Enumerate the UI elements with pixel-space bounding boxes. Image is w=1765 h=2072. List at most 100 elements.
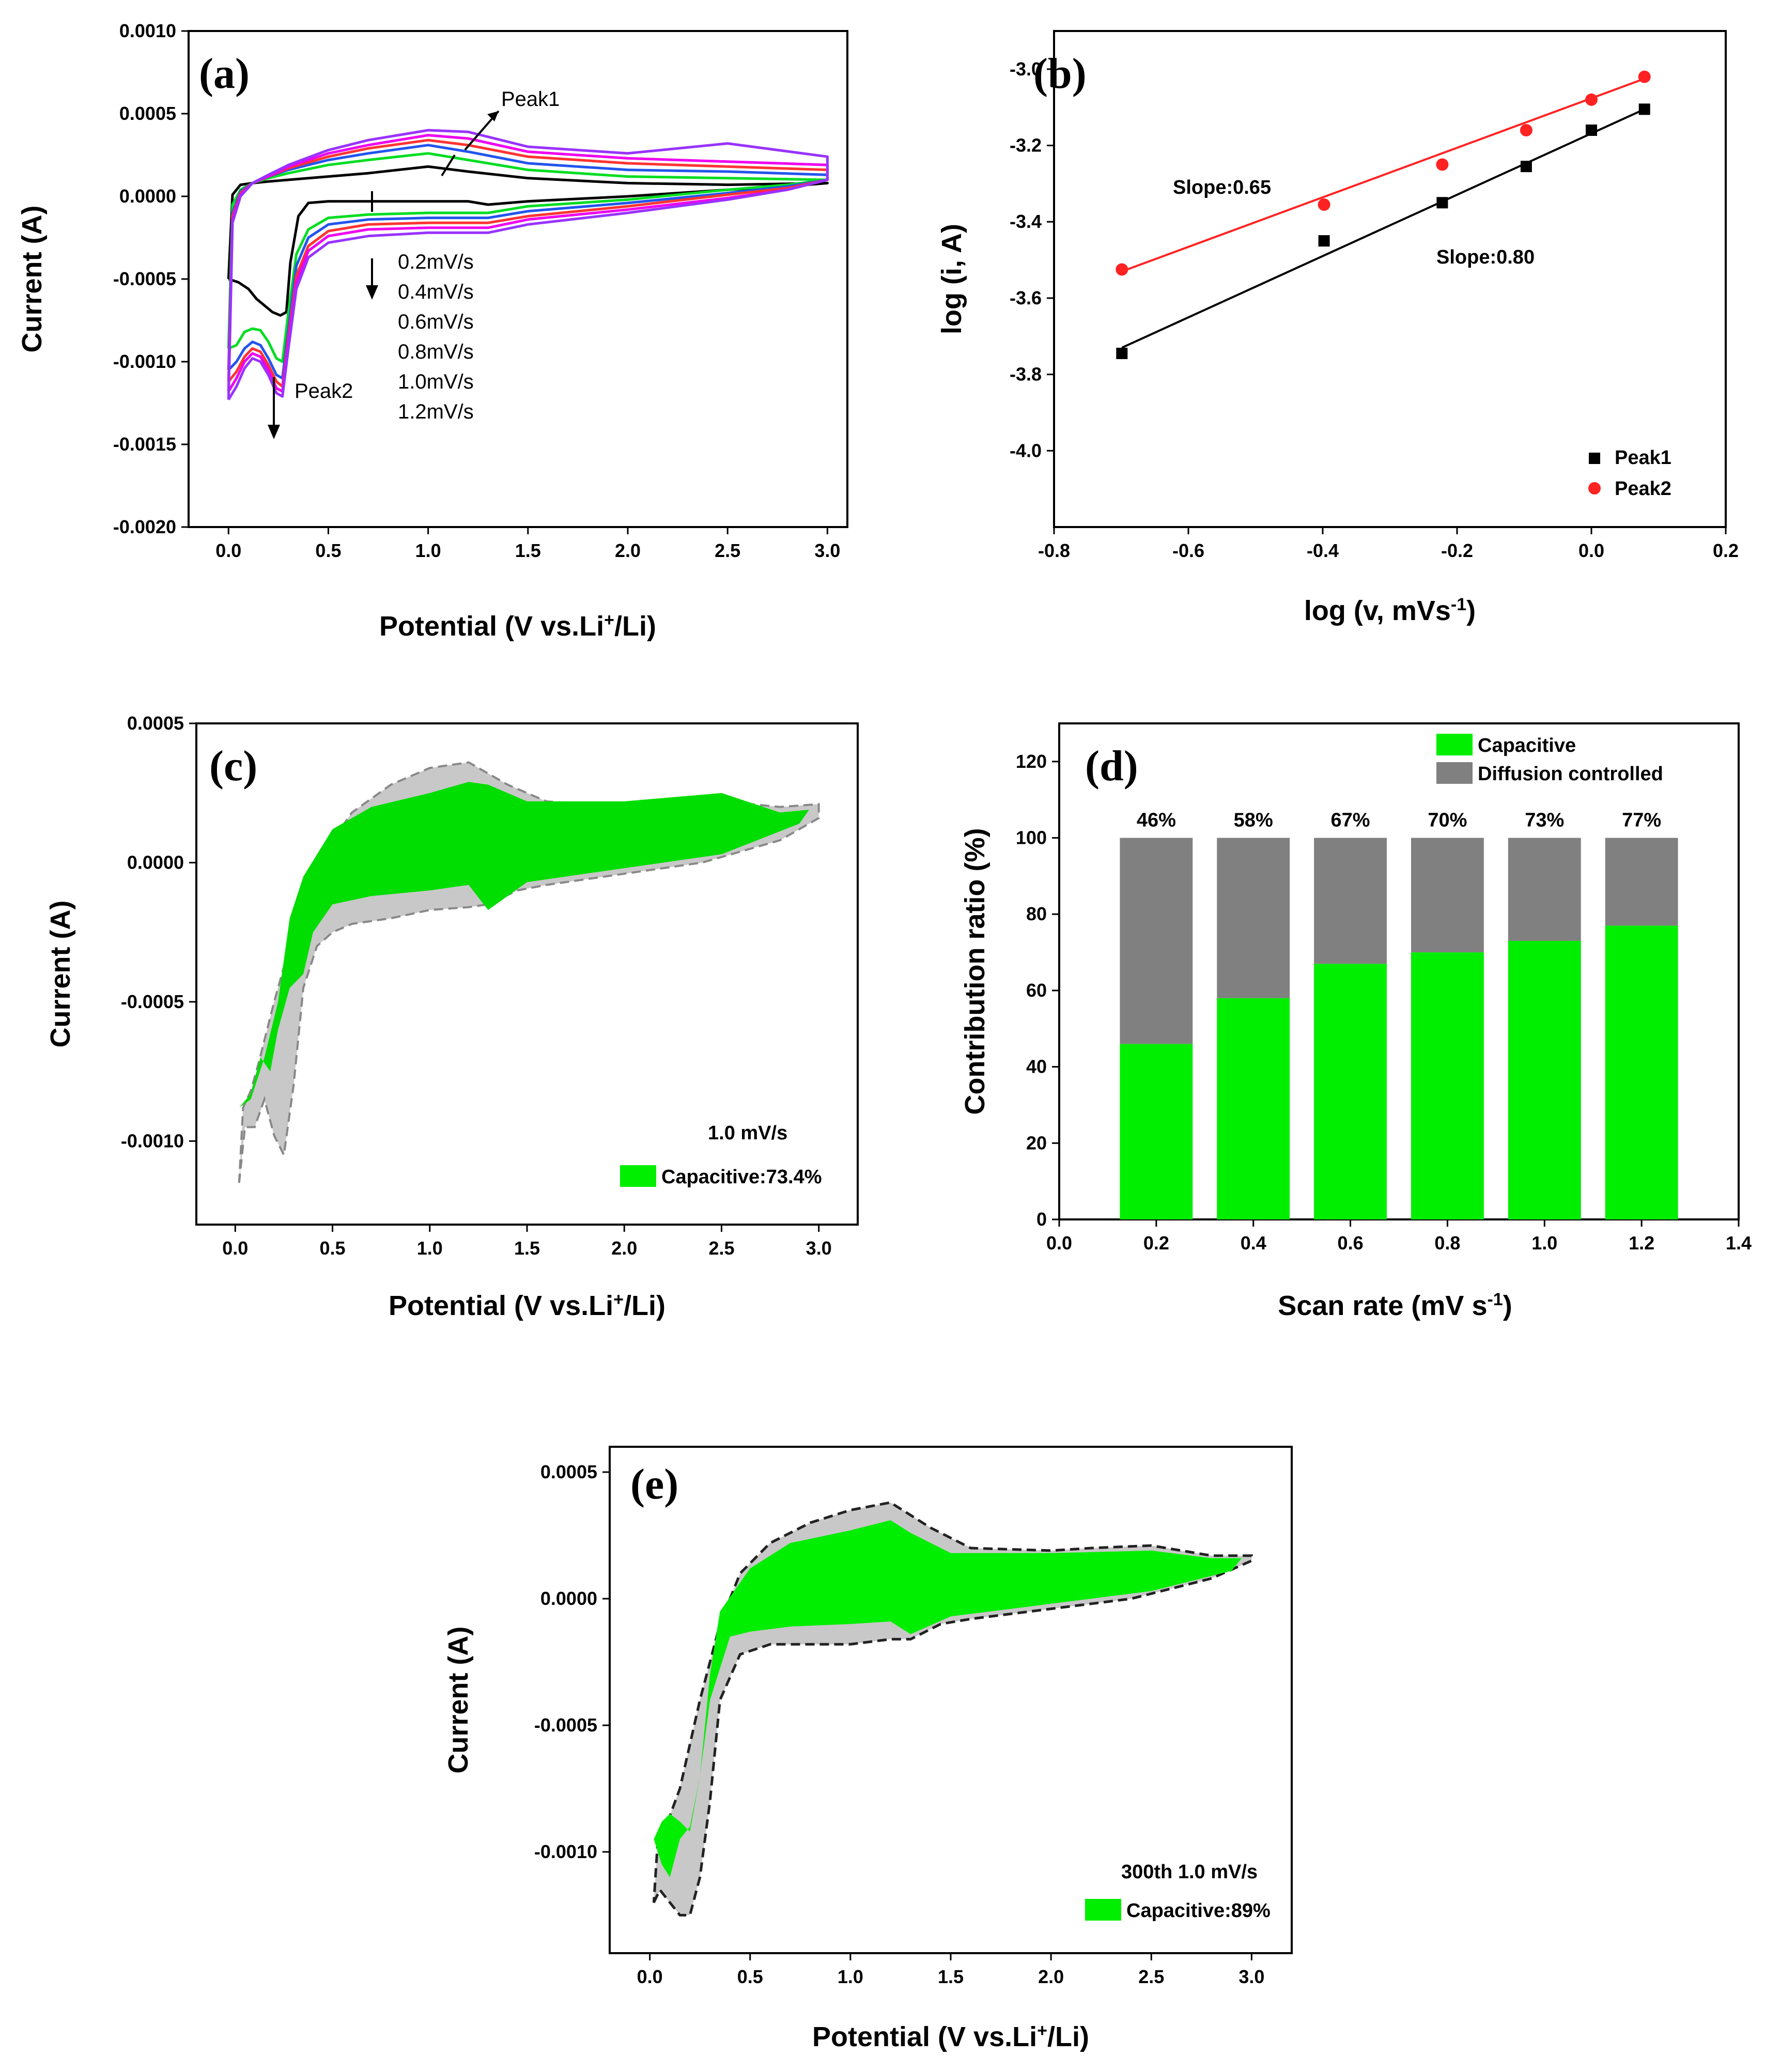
y-tick-label: -3.4 <box>1010 211 1042 232</box>
x-tick-label: 2.5 <box>715 540 740 561</box>
bar-percent-label: 46% <box>1137 810 1176 831</box>
y-tick-label: -0.0020 <box>113 516 176 537</box>
x-tick-label: 0.5 <box>315 540 341 561</box>
x-tick-label: 0.0 <box>215 540 241 561</box>
legend-label-capacitive: Capacitive:73.4% <box>661 1166 822 1188</box>
y-axis-title-a-text: Current (A) <box>17 206 48 353</box>
data-point-peak1 <box>1520 161 1532 173</box>
y-tick-label: 0.0005 <box>127 713 184 734</box>
x-axis-title-c-part1: Potential (V vs.Li <box>389 1290 613 1321</box>
y-axis-title-e-text: Current (A) <box>443 1627 474 1774</box>
bar-percent-label: 70% <box>1428 810 1467 831</box>
data-point-peak2 <box>1116 263 1128 276</box>
y-tick-label: 0.0005 <box>540 1461 597 1482</box>
panel-label-a: (a) <box>199 50 250 98</box>
data-point-peak2 <box>1318 198 1330 211</box>
data-point-peak1 <box>1436 197 1448 209</box>
y-axis-title-d: Contribution ratio (%) <box>959 828 990 1115</box>
x-tick-label: 0.0 <box>637 1966 663 1987</box>
y-tick-label: 20 <box>1026 1132 1047 1153</box>
x-axis-title-b-text: log (v, mVs-1) <box>1304 595 1476 626</box>
x-axis-title-a-part1: Potential (V vs.Li <box>379 611 604 642</box>
x-tick-label: 3.0 <box>814 540 840 561</box>
data-point-peak2 <box>1638 70 1651 83</box>
x-tick-label: -0.8 <box>1038 540 1070 561</box>
scan-rate-label: 1.0mV/s <box>398 370 474 393</box>
panel-label-b: (b) <box>1033 50 1087 98</box>
x-tick-label: 0.6 <box>1338 1232 1364 1254</box>
x-tick-label: 0.4 <box>1241 1232 1266 1254</box>
x-tick-label: 0.8 <box>1434 1232 1460 1254</box>
data-point-peak1 <box>1318 235 1330 247</box>
x-axis-title-d-part3: ) <box>1503 1290 1512 1321</box>
y-tick-label: -0.0015 <box>113 434 176 455</box>
capacitive-area <box>239 782 809 1108</box>
x-tick-label: 1.2 <box>1629 1232 1654 1254</box>
data-point-peak1 <box>1586 125 1597 136</box>
bar-diffusion <box>1605 838 1678 926</box>
y-tick-label: -3.6 <box>1010 287 1042 308</box>
x-tick-label: 1.5 <box>515 540 541 561</box>
panel-3-axes: 0.0 0.2 0.4 0.6 0.8 1.0 1.2 1.4 0 20 40 60 80 100 120 4… <box>1016 722 1752 1254</box>
x-axis-title-a-part3: /Li) <box>614 611 656 642</box>
y-tick-label: -3.0 <box>1010 58 1042 80</box>
y-axis-title-c: Current (A) <box>45 901 76 1048</box>
cv-curve-10mVs <box>227 134 829 393</box>
panel-0-axes: 0.0 0.5 1.0 1.5 2.0 2.5 3.0 -0.0020 -0.0015 -0.00… <box>113 20 848 561</box>
scan-rate-label: 0.6mV/s <box>398 311 474 333</box>
cv-curve-06mVs <box>227 144 829 380</box>
cv-curve-02mVs <box>227 165 829 317</box>
panel-4-axes: 0.0 0.5 1.0 1.5 2.0 2.5 3.0 -0.0010 -0.0005 0.000… <box>534 1446 1293 1987</box>
legend-label-capacitive: Capacitive <box>1478 735 1576 756</box>
y-tick-label: 60 <box>1026 980 1047 1001</box>
y-tick-label: 0.0010 <box>119 20 176 41</box>
x-tick-label: 0.0 <box>1046 1232 1072 1254</box>
x-axis-title-d-text: Scan rate (mV s-1) <box>1278 1290 1512 1321</box>
y-axis-title-a: Current (A) <box>17 206 48 353</box>
x-axis-title-a-text: Potential (V vs.Li+/Li) <box>379 610 656 642</box>
x-tick-label: 3.0 <box>806 1238 832 1259</box>
y-tick-label: 40 <box>1026 1056 1047 1077</box>
data-point-peak2 <box>1585 93 1598 106</box>
x-axis-title-b: log (v, mVs-1) <box>1304 595 1476 626</box>
y-tick-label: -0.0010 <box>121 1130 184 1151</box>
x-tick-label: 2.5 <box>708 1238 734 1259</box>
x-axis-title-b-part3: ) <box>1466 595 1476 626</box>
x-tick-label: 0.5 <box>320 1238 346 1259</box>
legend-swatch-diffusion <box>1436 762 1473 784</box>
y-tick-label: 80 <box>1026 903 1047 924</box>
peak1-arrowhead <box>487 111 499 121</box>
y-tick-label: -4.0 <box>1010 440 1042 461</box>
scan-arrowhead <box>366 285 378 300</box>
panel-label-d: (d) <box>1085 742 1138 790</box>
y-tick-label: -0.0010 <box>534 1841 597 1862</box>
panel-label-c: (c) <box>209 742 257 790</box>
bar-diffusion <box>1217 838 1290 998</box>
fit-line-peak2 <box>1121 78 1645 273</box>
x-axis-title-e-part3: /Li) <box>1047 2021 1089 2052</box>
x-axis-title-e-text: Potential (V vs.Li+/Li) <box>812 2021 1089 2052</box>
x-tick-label: 0.2 <box>1143 1232 1169 1254</box>
legend-label-peak1: Peak1 <box>1615 447 1671 469</box>
x-tick-label: 1.0 <box>415 540 441 561</box>
y-tick-label: 0.0000 <box>127 852 184 873</box>
x-axis-title-d-sup: -1 <box>1487 1290 1503 1309</box>
bar-diffusion <box>1508 838 1581 941</box>
bar-percent-label: 77% <box>1622 810 1661 831</box>
y-tick-label: 120 <box>1016 751 1047 772</box>
x-tick-label: 2.5 <box>1138 1966 1164 1987</box>
legend-label-peak2: Peak2 <box>1615 478 1671 500</box>
x-tick-label: -0.2 <box>1441 540 1473 561</box>
y-axis-title-b-text: log (i, A) <box>936 224 967 334</box>
scan-rate-annotation: 1.0 mV/s <box>708 1122 787 1144</box>
x-axis-title-b-sup: -1 <box>1451 595 1466 614</box>
y-tick-label: -0.0005 <box>534 1714 597 1736</box>
x-tick-label: 1.5 <box>938 1966 964 1987</box>
peak1-label: Peak1 <box>501 88 560 111</box>
x-tick-label: -0.6 <box>1172 540 1204 561</box>
x-tick-label: 0.5 <box>737 1966 763 1987</box>
data-point-peak1 <box>1638 103 1650 115</box>
y-axis-title-e: Current (A) <box>443 1627 474 1774</box>
x-axis-title-d: Scan rate (mV s-1) <box>1278 1290 1512 1321</box>
